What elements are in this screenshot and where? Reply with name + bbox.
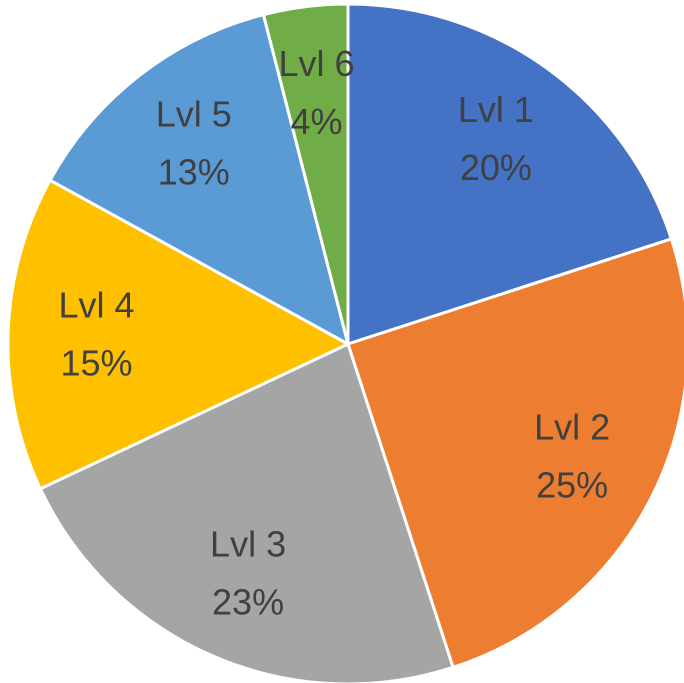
slice-label: Lvl 6 <box>278 43 354 84</box>
pie-slice <box>6 178 352 491</box>
slice-value-label: 15% <box>60 343 132 384</box>
pie-slice <box>261 2 350 345</box>
slice-value-label: 20% <box>460 147 532 188</box>
slice-value-label: 13% <box>158 152 230 193</box>
slice-label: Lvl 4 <box>59 285 135 326</box>
slice-label: Lvl 2 <box>534 407 610 448</box>
slice-value-label: 4% <box>290 101 342 142</box>
pie-slice <box>48 12 351 347</box>
slice-label: Lvl 5 <box>156 94 232 135</box>
pie-slice <box>346 2 674 347</box>
pie-slice <box>346 237 684 670</box>
slice-value-label: 23% <box>212 581 284 622</box>
slice-label: Lvl 3 <box>210 523 286 564</box>
pie-slice <box>38 341 455 683</box>
slice-value-label: 25% <box>536 465 608 506</box>
slice-label: Lvl 1 <box>458 89 534 130</box>
